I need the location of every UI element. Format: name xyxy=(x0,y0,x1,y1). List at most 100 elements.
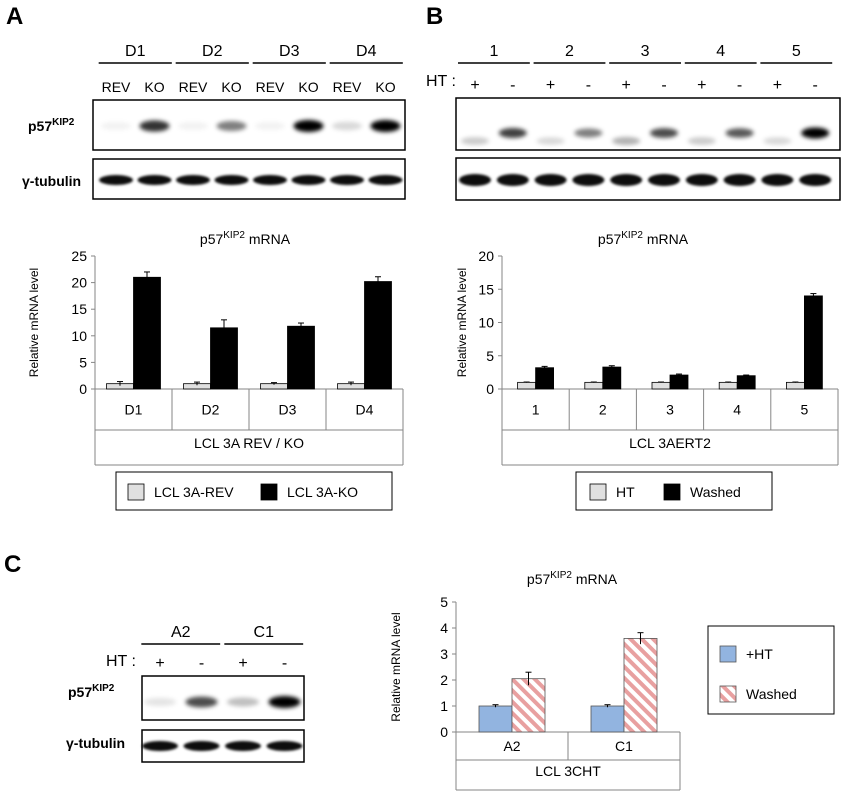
y-tick-label: 25 xyxy=(71,248,87,264)
blotB-tubulin-band xyxy=(610,174,643,186)
blotC-lane-label: + xyxy=(155,655,164,672)
blotA-p57-band xyxy=(101,121,131,131)
y-axis-label: Relative mRNA level xyxy=(389,612,403,721)
blotA-group-label: D2 xyxy=(202,43,223,60)
legend-swatch xyxy=(663,483,681,501)
y-tick-label: 3 xyxy=(440,646,448,662)
blotB-tubulin-band xyxy=(459,174,491,186)
y-tick-label: 20 xyxy=(478,248,494,264)
blotC-p57-band xyxy=(185,696,218,708)
blot-a: D1 D2 D3 D4 REV KO REV KO REV KO REV KO p57KIP2 γ-… xyxy=(22,43,406,200)
y-tick-label: 5 xyxy=(486,348,494,364)
chart-title: p57KIP2 mRNA xyxy=(598,230,689,247)
bar xyxy=(602,366,622,390)
blotA-lane-label: KO xyxy=(298,79,318,95)
blotA-p57-band xyxy=(178,121,208,131)
x-tick-label: 5 xyxy=(801,402,809,418)
blotA-p57-band xyxy=(332,121,362,131)
blotB-tubulin-band xyxy=(799,174,832,186)
blotA-tubulin-band xyxy=(368,175,403,185)
blot-c-p57-label: p57KIP2 xyxy=(68,683,115,700)
y-tick-label: 5 xyxy=(440,594,448,610)
blotB-p57-band xyxy=(801,127,830,139)
blotC-lane-label: - xyxy=(282,655,287,672)
legend-swatch xyxy=(127,483,145,501)
y-tick-label: 15 xyxy=(71,301,87,317)
chart-title: p57KIP2 mRNA xyxy=(527,570,618,587)
blotA-tubulin-band xyxy=(291,175,326,185)
bar xyxy=(511,678,546,733)
legend-label: Washed xyxy=(690,484,741,500)
blot-c-ht-label: HT : xyxy=(106,653,136,670)
blotB-p57-band xyxy=(612,136,641,146)
bar xyxy=(718,381,738,390)
blotB-group-label: 3 xyxy=(641,43,650,60)
x-axis-label: LCL 3AERT2 xyxy=(629,435,711,451)
blotB-lane-label: - xyxy=(586,77,591,94)
bar xyxy=(133,276,161,390)
chart-title: p57KIP2 mRNA xyxy=(200,230,291,247)
chart-c: p57KIP2 mRNA Relative mRNA level 0 1 2 3 4 5 LCL… xyxy=(389,570,835,791)
bar xyxy=(364,281,392,390)
legend-label: LCL 3A-KO xyxy=(287,484,358,500)
y-tick-label: 0 xyxy=(440,724,448,740)
blotA-tubulin-band xyxy=(137,175,172,185)
x-axis-label: LCL 3A REV / KO xyxy=(194,435,304,451)
blotB-lane-label: - xyxy=(661,77,666,94)
blotA-tubulin-band xyxy=(176,175,210,185)
blotA-lane-label: REV xyxy=(333,79,362,95)
blotA-tubulin-band xyxy=(214,175,249,185)
x-tick-label: 2 xyxy=(599,402,607,418)
blot-a-tubulin-label: γ-tubulin xyxy=(22,173,81,189)
blotC-p57-band xyxy=(227,697,259,707)
blotA-p57-band xyxy=(255,121,285,131)
y-tick-label: 1 xyxy=(440,698,448,714)
blotB-p57-band xyxy=(536,137,565,145)
blotA-p57-band xyxy=(216,121,247,131)
blotC-group-label: A2 xyxy=(171,624,191,641)
legend-swatch xyxy=(719,685,737,703)
blotB-tubulin-band xyxy=(685,174,718,186)
legend-label: Washed xyxy=(746,686,797,702)
blotB-tubulin-band xyxy=(761,174,794,186)
blotC-group-label: C1 xyxy=(254,624,275,641)
legend-box xyxy=(115,471,393,511)
y-axis-label: Relative mRNA level xyxy=(27,268,41,377)
blotB-group-label: 5 xyxy=(792,43,801,60)
blotB-lane-label: + xyxy=(622,77,631,94)
legend-swatch xyxy=(260,483,278,501)
y-tick-label: 20 xyxy=(71,275,87,291)
blotB-tubulin-band xyxy=(496,174,529,186)
blotA-tubulin-band xyxy=(330,175,364,185)
bar xyxy=(736,375,756,390)
legend-label: LCL 3A-REV xyxy=(154,484,234,500)
y-tick-label: 0 xyxy=(486,381,494,397)
bar xyxy=(517,381,536,390)
blotC-p57-band xyxy=(268,696,301,708)
x-tick-label: 1 xyxy=(532,402,540,418)
blotB-tubulin-band xyxy=(534,174,567,186)
blotA-lane-label: KO xyxy=(221,79,241,95)
blotA-group-label: D4 xyxy=(356,43,377,60)
y-axis-label: Relative mRNA level xyxy=(455,268,469,377)
bar xyxy=(535,367,554,390)
x-tick-label: A2 xyxy=(503,738,520,754)
blotA-lane-label: REV xyxy=(102,79,131,95)
bar xyxy=(478,705,513,733)
x-tick-label: C1 xyxy=(615,738,633,754)
blotA-p57-band xyxy=(293,120,324,132)
bar xyxy=(786,381,805,390)
blot-b-ht-label: HT : xyxy=(426,73,456,90)
legend-label: HT xyxy=(616,484,635,500)
y-tick-label: 10 xyxy=(478,315,494,331)
blotC-tubulin-band xyxy=(183,741,220,751)
blotB-lane-label: - xyxy=(737,77,742,94)
y-tick-label: 2 xyxy=(440,672,448,688)
bar xyxy=(804,295,823,390)
x-tick-label: D4 xyxy=(356,402,374,418)
blotB-lane-label: - xyxy=(813,77,818,94)
y-tick-label: 0 xyxy=(79,381,87,397)
panel-label-a: A xyxy=(6,3,23,30)
